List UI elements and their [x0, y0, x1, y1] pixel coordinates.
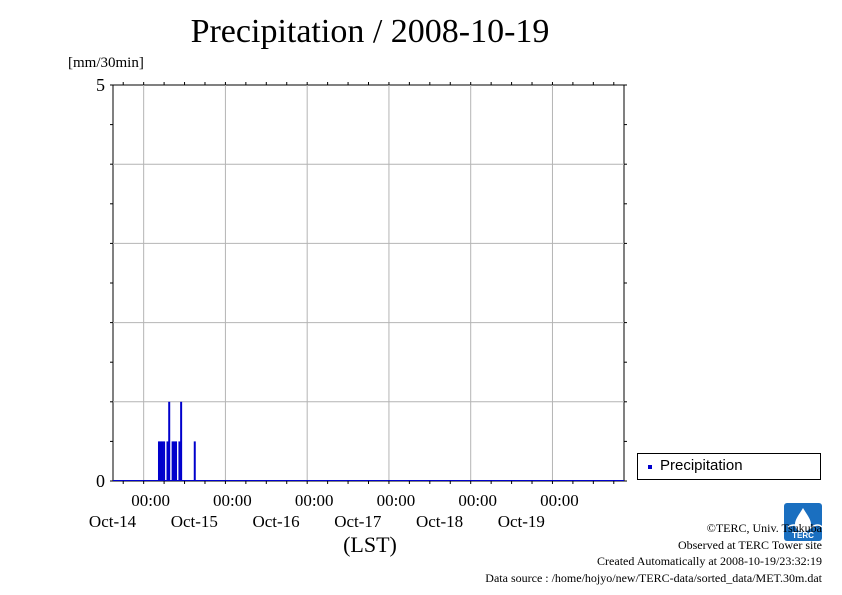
observed-text: Observed at TERC Tower site: [677, 537, 822, 552]
x-axis: 00:00Oct-1400:00Oct-1500:00Oct-1600:00Oc…: [89, 82, 615, 531]
chart-legend: Precipitation: [637, 453, 821, 480]
x-tick-time: 00:00: [458, 491, 497, 510]
data-source-text: Data source : /home/hojyo/new/TERC-data/…: [485, 570, 822, 585]
created-text: Created Automatically at 2008-10-19/23:3…: [597, 554, 822, 568]
x-axis-label: (LST): [343, 532, 397, 557]
y-tick-label: 0: [96, 471, 105, 491]
y-tick-label: 5: [96, 75, 105, 95]
chart-title: Precipitation / 2008-10-19: [190, 13, 550, 50]
precipitation-bar: [168, 401, 171, 481]
x-tick-time: 00:00: [131, 491, 170, 510]
x-tick-date: Oct-19: [498, 512, 545, 531]
precipitation-bar: [175, 441, 178, 481]
x-tick-time: 00:00: [213, 491, 252, 510]
copyright-text: ©TERC, Univ. Tsukuba: [706, 521, 822, 535]
precipitation-bar: [159, 441, 162, 481]
footer-credits: ©TERC, Univ. Tsukuba Observed at TERC To…: [485, 520, 822, 586]
terc-logo: TERC: [784, 503, 822, 541]
precipitation-bar: [173, 441, 176, 481]
x-tick-date: Oct-16: [252, 512, 299, 531]
precipitation-bar: [193, 441, 196, 481]
x-tick-date: Oct-15: [171, 512, 218, 531]
precipitation-bar: [180, 401, 183, 481]
legend-label: Precipitation: [660, 457, 743, 474]
x-tick-date: Oct-14: [89, 512, 137, 531]
logo-text: TERC: [792, 531, 814, 540]
y-axis-unit-label: [mm/30min]: [68, 55, 144, 71]
precipitation-bar: [171, 441, 174, 481]
grid-lines: [113, 85, 624, 481]
precipitation-bar: [178, 441, 181, 481]
plot-area: [112, 84, 625, 482]
x-tick-date: Oct-17: [334, 512, 382, 531]
precipitation-bar: [157, 441, 160, 481]
precipitation-bar: [161, 441, 164, 481]
x-tick-time: 00:00: [295, 491, 334, 510]
x-tick-time: 00:00: [377, 491, 416, 510]
precipitation-bar: [166, 441, 169, 481]
y-axis: 05: [96, 75, 627, 491]
precipitation-bars: [113, 401, 624, 481]
x-tick-time: 00:00: [540, 491, 579, 510]
x-tick-date: Oct-18: [416, 512, 463, 531]
precipitation-bar: [163, 441, 166, 481]
legend-swatch: [648, 465, 652, 469]
